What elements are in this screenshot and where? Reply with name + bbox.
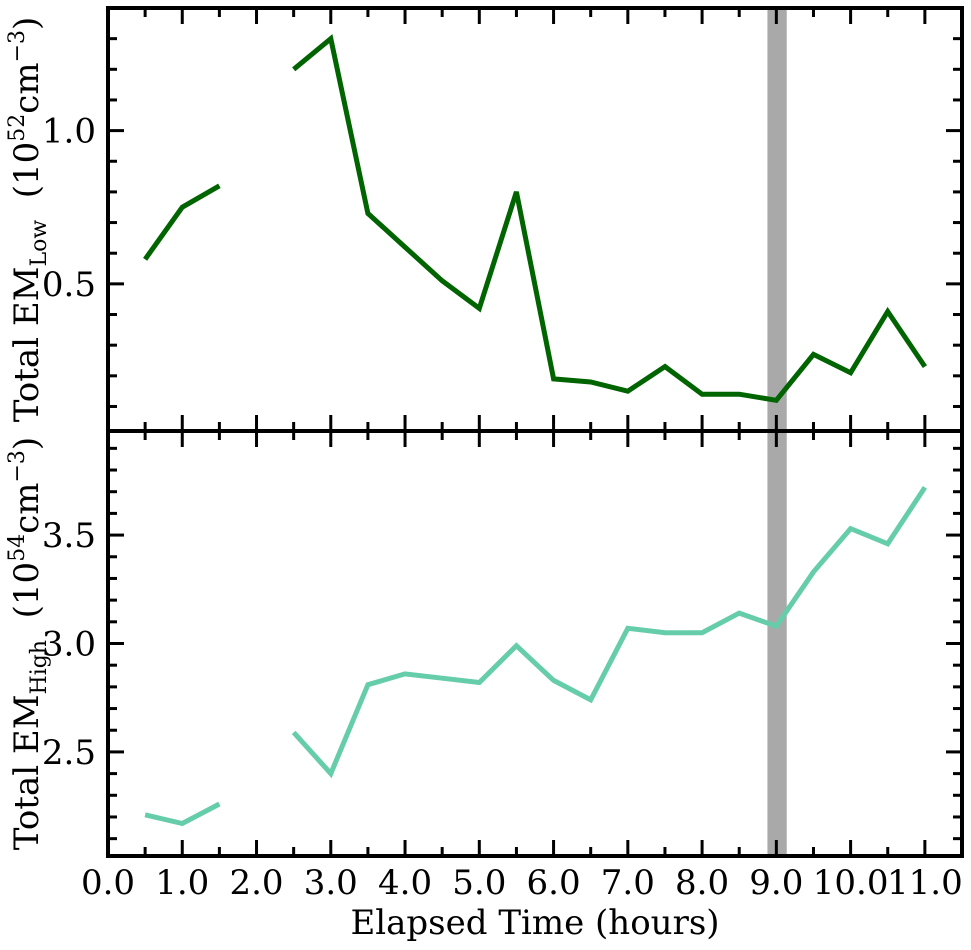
y-tick-label: 3.5 — [42, 516, 96, 556]
em-high-y-axis-label: Total EMHigh (1054cm−3) — [5, 437, 52, 850]
x-tick-label: 1.0 — [155, 863, 209, 903]
y-tick-label: 3.0 — [42, 625, 96, 665]
x-tick-label: 5.0 — [452, 863, 506, 903]
x-tick-label: 0.0 — [81, 863, 135, 903]
x-tick-label: 4.0 — [378, 863, 432, 903]
em-high-line-segment-1 — [291, 486, 927, 779]
em-low-line-segment-1 — [292, 34, 927, 404]
em-low-line-segment-0 — [143, 183, 221, 261]
x-tick-label: 7.0 — [601, 863, 655, 903]
x-tick-label: 10.0 — [813, 863, 889, 903]
x-tick-label: 2.0 — [229, 863, 283, 903]
top-panel-frame — [106, 6, 964, 433]
em-high-line-segment-0 — [144, 801, 221, 827]
em-low-y-axis-label: Total EMLow (1052cm−3) — [5, 17, 52, 423]
x-tick-label: 3.0 — [304, 863, 358, 903]
x-tick-label: 9.0 — [749, 863, 803, 903]
y-tick-label: 0.5 — [42, 265, 96, 305]
x-tick-label: 6.0 — [527, 863, 581, 903]
y-tick-label: 1.0 — [42, 112, 96, 152]
y-tick-label: 2.5 — [42, 733, 96, 773]
x-axis-label: Elapsed Time (hours) — [350, 903, 719, 943]
x-tick-label: 11.0 — [887, 863, 963, 903]
bottom-panel-frame — [106, 429, 964, 858]
x-tick-label: 8.0 — [675, 863, 729, 903]
